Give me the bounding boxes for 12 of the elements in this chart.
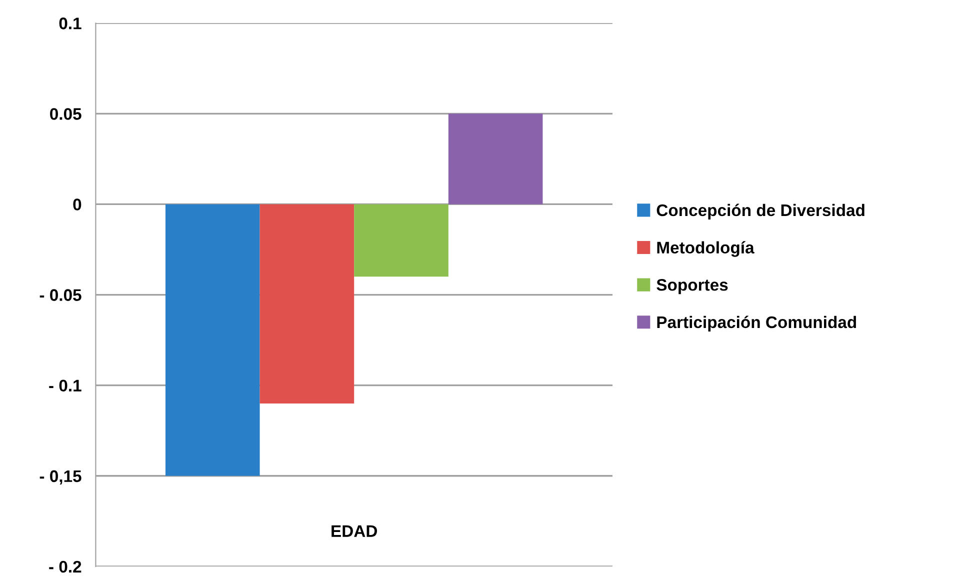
y-tick-label: - 0.05 (40, 289, 82, 301)
y-tick-label: 0 (73, 198, 82, 210)
legend-label: Metodología (657, 241, 754, 257)
y-tick-label: - 0,15 (40, 470, 82, 485)
legend-label: Participación Comunidad (657, 316, 856, 332)
y-tick-label: - 0.1 (49, 380, 82, 392)
y-tick-label: 0.1 (59, 18, 82, 30)
legend-label: Concepción de Diversidad (656, 204, 864, 220)
x-tick-label: EDAD (332, 525, 377, 537)
legend-label: Soportes (656, 278, 728, 294)
y-tick-label: - 0.2 (49, 560, 82, 573)
y-tick-label: 0.05 (50, 108, 82, 120)
